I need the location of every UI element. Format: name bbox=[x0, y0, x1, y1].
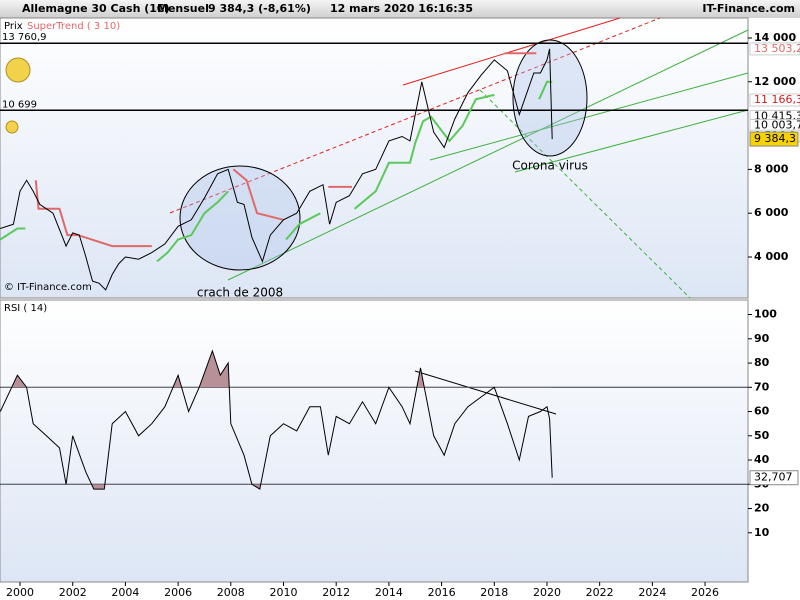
last-value-box bbox=[749, 470, 799, 486]
rsi-plot: RSI ( 14) bbox=[0, 303, 748, 490]
panel-label: RSI ( 14) bbox=[4, 303, 47, 314]
x-tick-label: 2004 bbox=[111, 586, 139, 599]
rsi-panel bbox=[0, 299, 749, 583]
x-tick-label: 2002 bbox=[59, 586, 87, 599]
circle bbox=[512, 39, 588, 157]
header-bar bbox=[0, 0, 800, 18]
period: Mensuel bbox=[157, 2, 209, 15]
panel-label: Prix bbox=[4, 21, 23, 32]
circle bbox=[179, 165, 301, 271]
level-box bbox=[749, 42, 800, 56]
level-label: 13 760,9 bbox=[2, 32, 47, 43]
price-plot: crach de 2008 Corona virus © IT-Finance.… bbox=[0, 17, 749, 300]
datetime: 12 mars 2020 16:16:35 bbox=[330, 2, 473, 15]
y-tick-label: 8 000 bbox=[754, 162, 789, 175]
level-box bbox=[749, 93, 800, 107]
quote: 9 384,3 (-8,61%) bbox=[208, 2, 311, 15]
x-tick-label: 2010 bbox=[269, 586, 297, 599]
y-tick-label: 10 bbox=[754, 526, 770, 539]
supertrend-line bbox=[353, 93, 495, 210]
site: IT-Finance.com bbox=[702, 2, 795, 15]
y-tick-label: 6 000 bbox=[754, 206, 789, 219]
annotation: Corona virus bbox=[512, 159, 588, 173]
last-value-label: 32,707 bbox=[754, 471, 793, 484]
instrument: Allemagne 30 Cash (1€) bbox=[22, 2, 170, 15]
y-tick-label: 90 bbox=[754, 332, 770, 345]
last-value-label: 9 384,3 bbox=[754, 132, 796, 145]
copyright: © IT-Finance.com bbox=[4, 282, 92, 293]
x-tick-label: 2008 bbox=[217, 586, 245, 599]
y-tick-label: 20 bbox=[754, 502, 770, 515]
y-tick-label: 100 bbox=[754, 308, 777, 321]
last-value-box bbox=[749, 131, 799, 147]
rsi-trendline bbox=[414, 370, 557, 415]
trend-green bbox=[227, 29, 749, 281]
y-tick-label: 50 bbox=[754, 429, 770, 442]
annotation: crach de 2008 bbox=[197, 286, 283, 300]
supertrend-line bbox=[0, 227, 26, 241]
y-tick-label: 4 000 bbox=[754, 250, 789, 263]
x-tick-label: 2018 bbox=[480, 586, 508, 599]
x-tick-label: 2022 bbox=[586, 586, 614, 599]
alert-icon[interactable] bbox=[5, 120, 19, 134]
y-tick-label: 60 bbox=[754, 405, 770, 418]
x-tick-label: 2026 bbox=[691, 586, 719, 599]
supertrend-line bbox=[232, 168, 284, 221]
y-tick-label: 80 bbox=[754, 356, 770, 369]
level-label: 10 699 bbox=[2, 99, 37, 110]
supertrend-line bbox=[285, 212, 321, 241]
supertrend-line bbox=[156, 190, 229, 263]
x-tick-label: 2000 bbox=[6, 586, 34, 599]
trend-dashed bbox=[479, 89, 691, 299]
y-tick-label: 40 bbox=[754, 453, 770, 466]
level-label: 11 166,3 bbox=[754, 93, 800, 106]
price-panel bbox=[0, 17, 749, 299]
channel-top bbox=[402, 17, 621, 86]
x-tick-label: 2012 bbox=[322, 586, 350, 599]
y-tick-label: 12 000 bbox=[754, 75, 796, 88]
x-tick-label: 2016 bbox=[428, 586, 456, 599]
trend-green bbox=[514, 109, 749, 173]
indicator-label: SuperTrend ( 3 10) bbox=[27, 21, 120, 32]
level-label: 10 003,7 bbox=[754, 119, 800, 132]
series-line bbox=[0, 48, 553, 291]
x-tick-label: 2014 bbox=[375, 586, 403, 599]
trend-green bbox=[429, 72, 749, 161]
supertrend-line bbox=[34, 180, 152, 248]
x-tick-label: 2024 bbox=[638, 586, 666, 599]
channel-mid bbox=[169, 17, 661, 214]
series-line bbox=[0, 349, 553, 490]
y-tick-label: 70 bbox=[754, 380, 770, 393]
x-tick-label: 2006 bbox=[164, 586, 192, 599]
x-tick-label: 2020 bbox=[533, 586, 561, 599]
alert-icon[interactable] bbox=[5, 57, 31, 83]
y-tick-label: 14 000 bbox=[754, 31, 796, 44]
level-label: 13 503,2 bbox=[754, 42, 800, 55]
